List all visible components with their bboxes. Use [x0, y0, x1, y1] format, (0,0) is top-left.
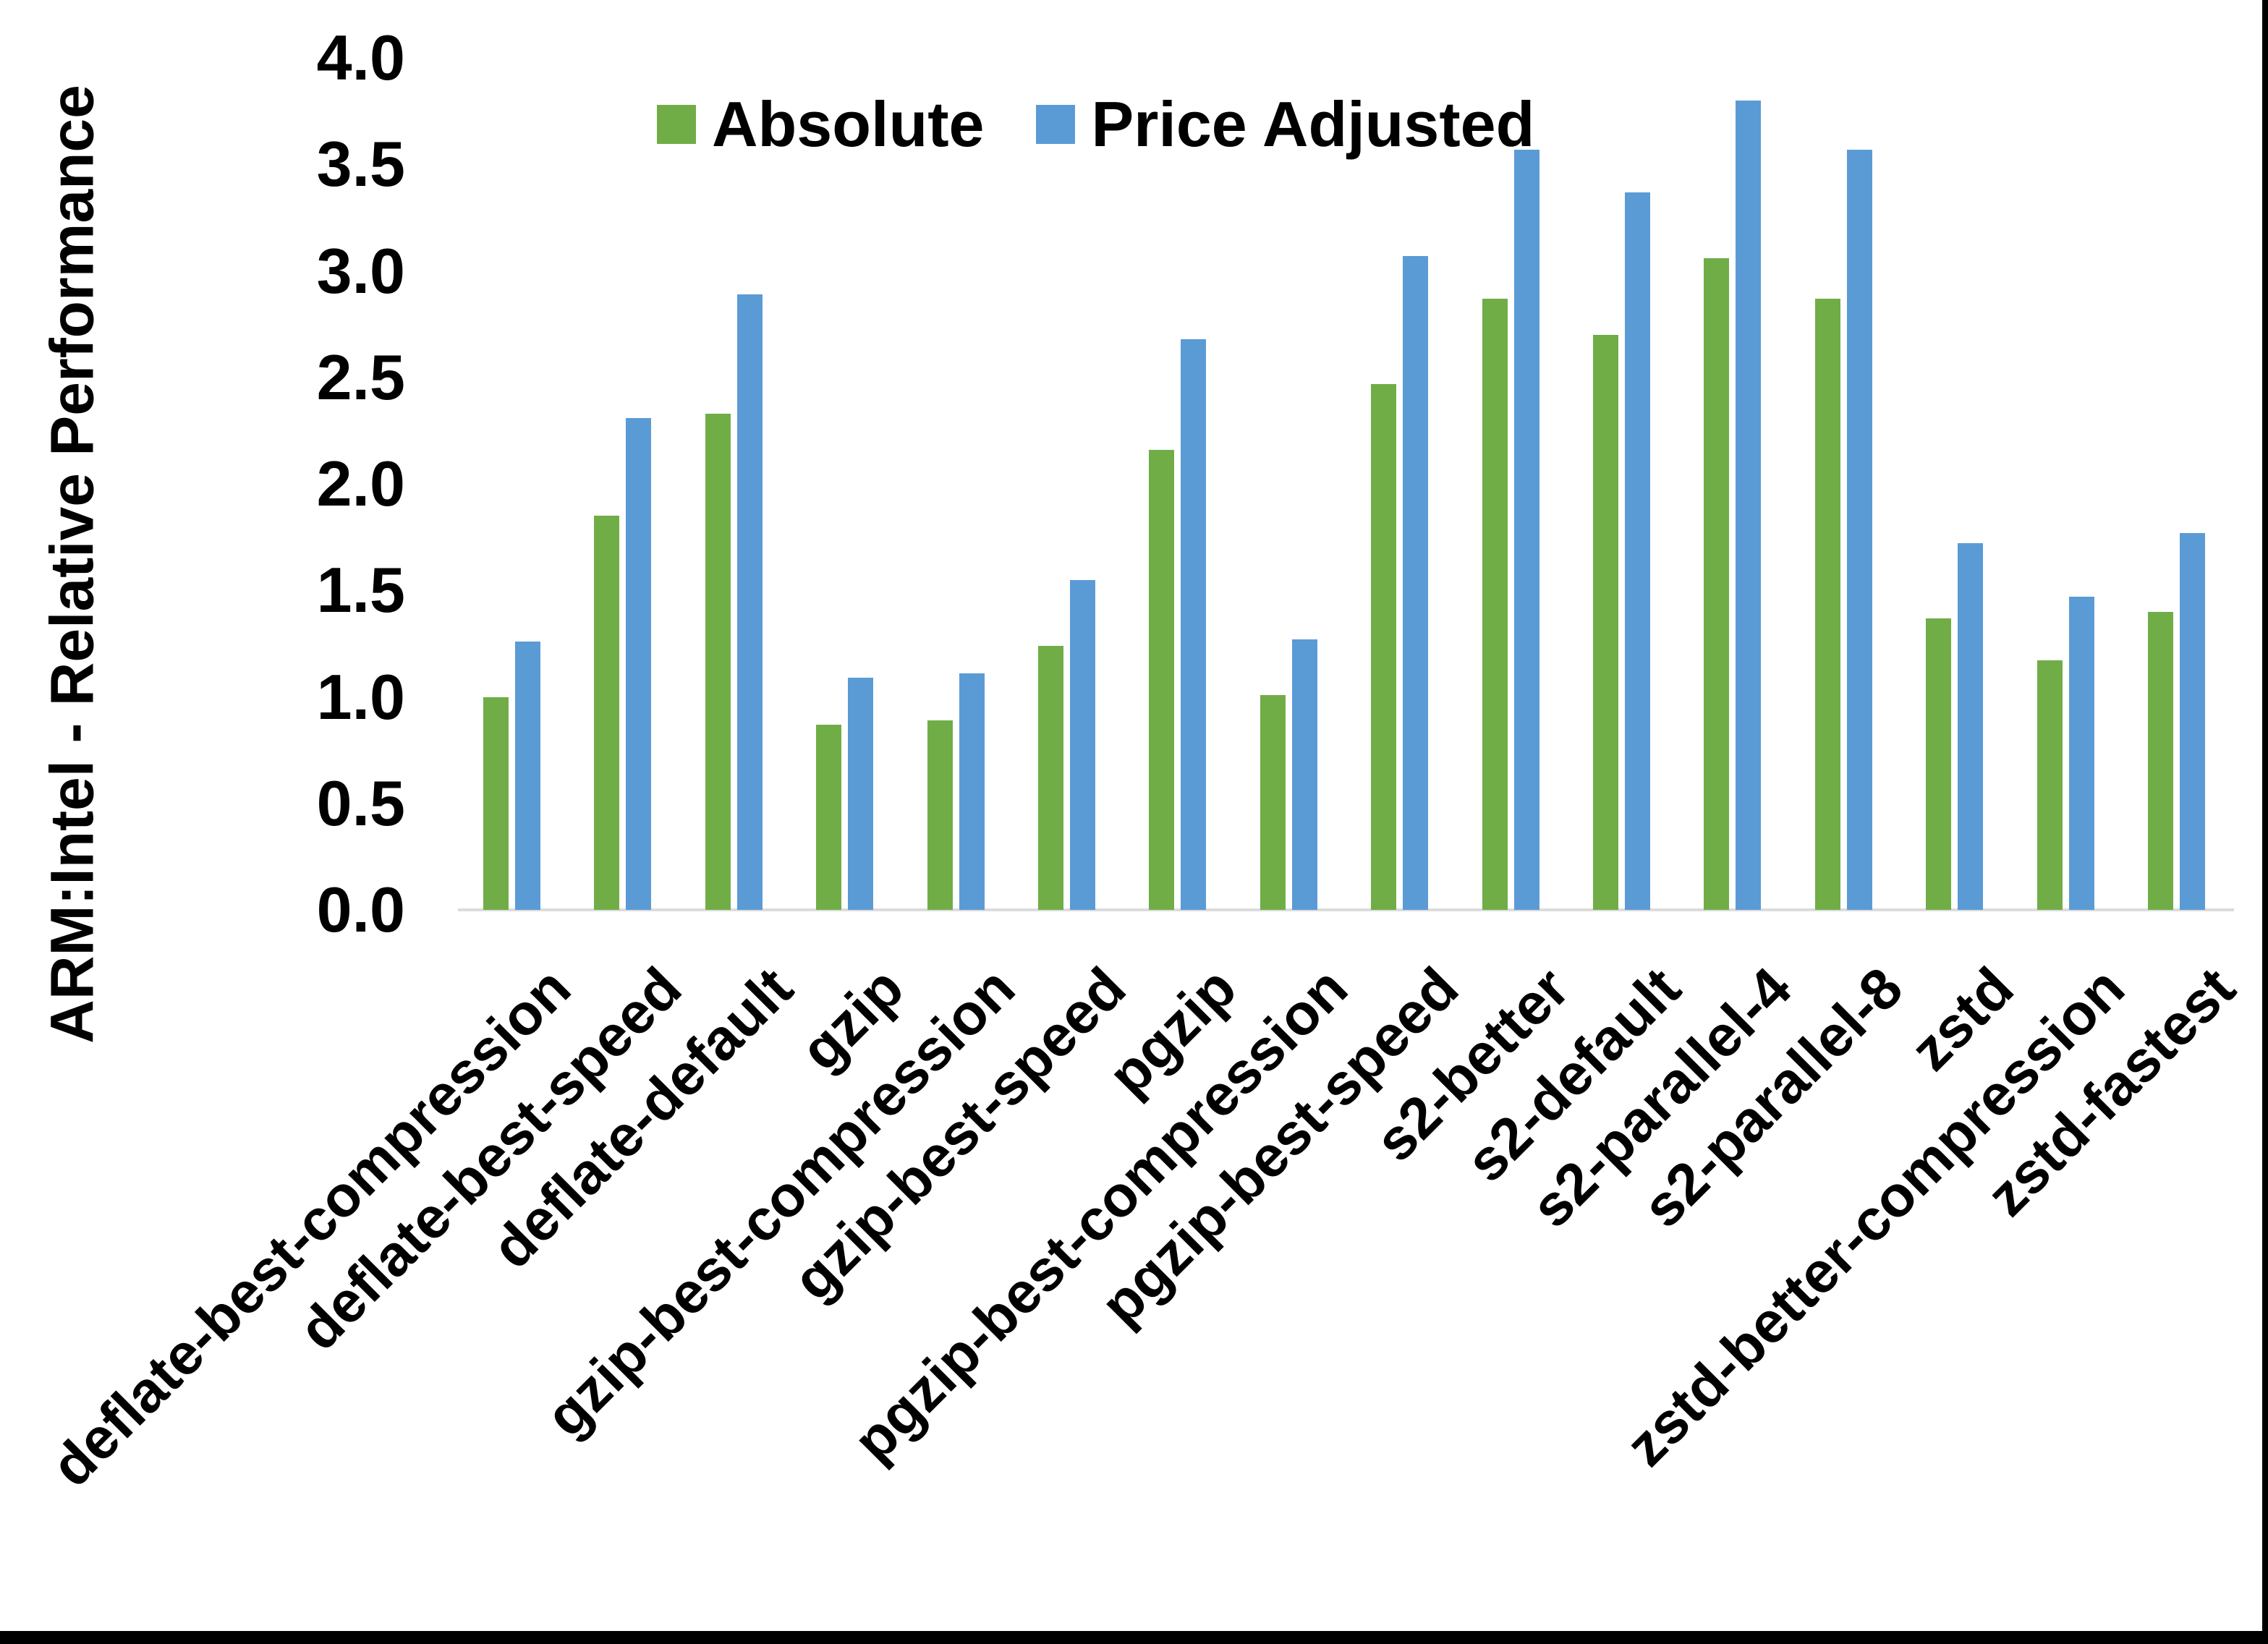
bar-price-adjusted-s2-parallel-4 — [1736, 100, 1762, 910]
bar-absolute-zstd-better-compression — [2036, 660, 2063, 910]
y-tick-label-3.0: 3.0 — [316, 234, 405, 307]
y-tick-label-4.0: 4.0 — [316, 22, 405, 93]
bar-price-adjusted-deflate-best-speed — [626, 417, 652, 910]
bar-price-adjusted-deflate-best-compression — [515, 641, 540, 910]
bar-absolute-s2-parallel-4 — [1704, 257, 1730, 910]
legend-label: Absolute — [712, 88, 985, 160]
legend-item-price-adjusted: Price Adjusted — [1036, 93, 1534, 156]
bar-absolute-deflate-best-compression — [483, 697, 509, 910]
bar-price-adjusted-gzip — [848, 677, 874, 910]
y-tick-label-1.5: 1.5 — [316, 554, 405, 626]
bar-absolute-s2-default — [1593, 334, 1618, 910]
bar-price-adjusted-pgzip — [1181, 338, 1207, 910]
y-tick-label-2.5: 2.5 — [316, 341, 405, 413]
legend-item-absolute: Absolute — [657, 93, 984, 156]
right-border-bar — [2262, 0, 2268, 1644]
bottom-border-bar — [0, 1631, 2268, 1644]
y-tick-label-1.0: 1.0 — [316, 660, 405, 733]
bar-absolute-pgzip-best-compression — [1260, 694, 1286, 910]
bar-absolute-zstd-fastest — [2148, 611, 2173, 910]
bar-price-adjusted-zstd — [1958, 543, 1984, 910]
legend: Absolute Price Adjusted — [657, 93, 1534, 156]
bar-absolute-gzip — [816, 724, 842, 910]
bar-absolute-s2-parallel-8 — [1814, 298, 1840, 910]
y-tick-label-2.0: 2.0 — [316, 448, 405, 519]
legend-swatch-icon — [657, 105, 696, 144]
y-tick-label-3.5: 3.5 — [316, 128, 405, 200]
bar-absolute-s2-better — [1482, 298, 1508, 910]
bar-price-adjusted-s2-default — [1625, 192, 1650, 910]
bar-absolute-gzip-best-speed — [1038, 645, 1063, 910]
legend-label: Price Adjusted — [1091, 88, 1535, 160]
bar-absolute-gzip-best-compression — [927, 720, 953, 910]
y-tick-label-0.0: 0.0 — [316, 874, 405, 945]
bar-absolute-pgzip — [1149, 449, 1175, 910]
bar-absolute-pgzip-best-speed — [1371, 383, 1397, 910]
bar-absolute-deflate-best-speed — [594, 516, 620, 910]
y-tick-label-0.5: 0.5 — [316, 767, 405, 839]
x-axis-line — [458, 908, 2234, 911]
bar-price-adjusted-pgzip-best-speed — [1403, 255, 1429, 910]
bar-price-adjusted-zstd-better-compression — [2068, 597, 2094, 910]
bar-price-adjusted-s2-better — [1513, 149, 1539, 910]
y-axis-title: ARM:Intel - Relative Performance — [38, 85, 106, 1044]
bar-price-adjusted-pgzip-best-compression — [1291, 639, 1317, 910]
bar-price-adjusted-gzip-best-compression — [959, 673, 985, 910]
bar-price-adjusted-s2-parallel-8 — [1846, 149, 1872, 910]
bar-price-adjusted-gzip-best-speed — [1070, 579, 1095, 910]
bar-price-adjusted-zstd-fastest — [2180, 532, 2205, 910]
legend-swatch-icon — [1036, 105, 1076, 144]
bar-absolute-deflate-default — [705, 413, 731, 910]
bar-price-adjusted-deflate-default — [736, 294, 763, 910]
bar-absolute-zstd — [1926, 618, 1952, 910]
